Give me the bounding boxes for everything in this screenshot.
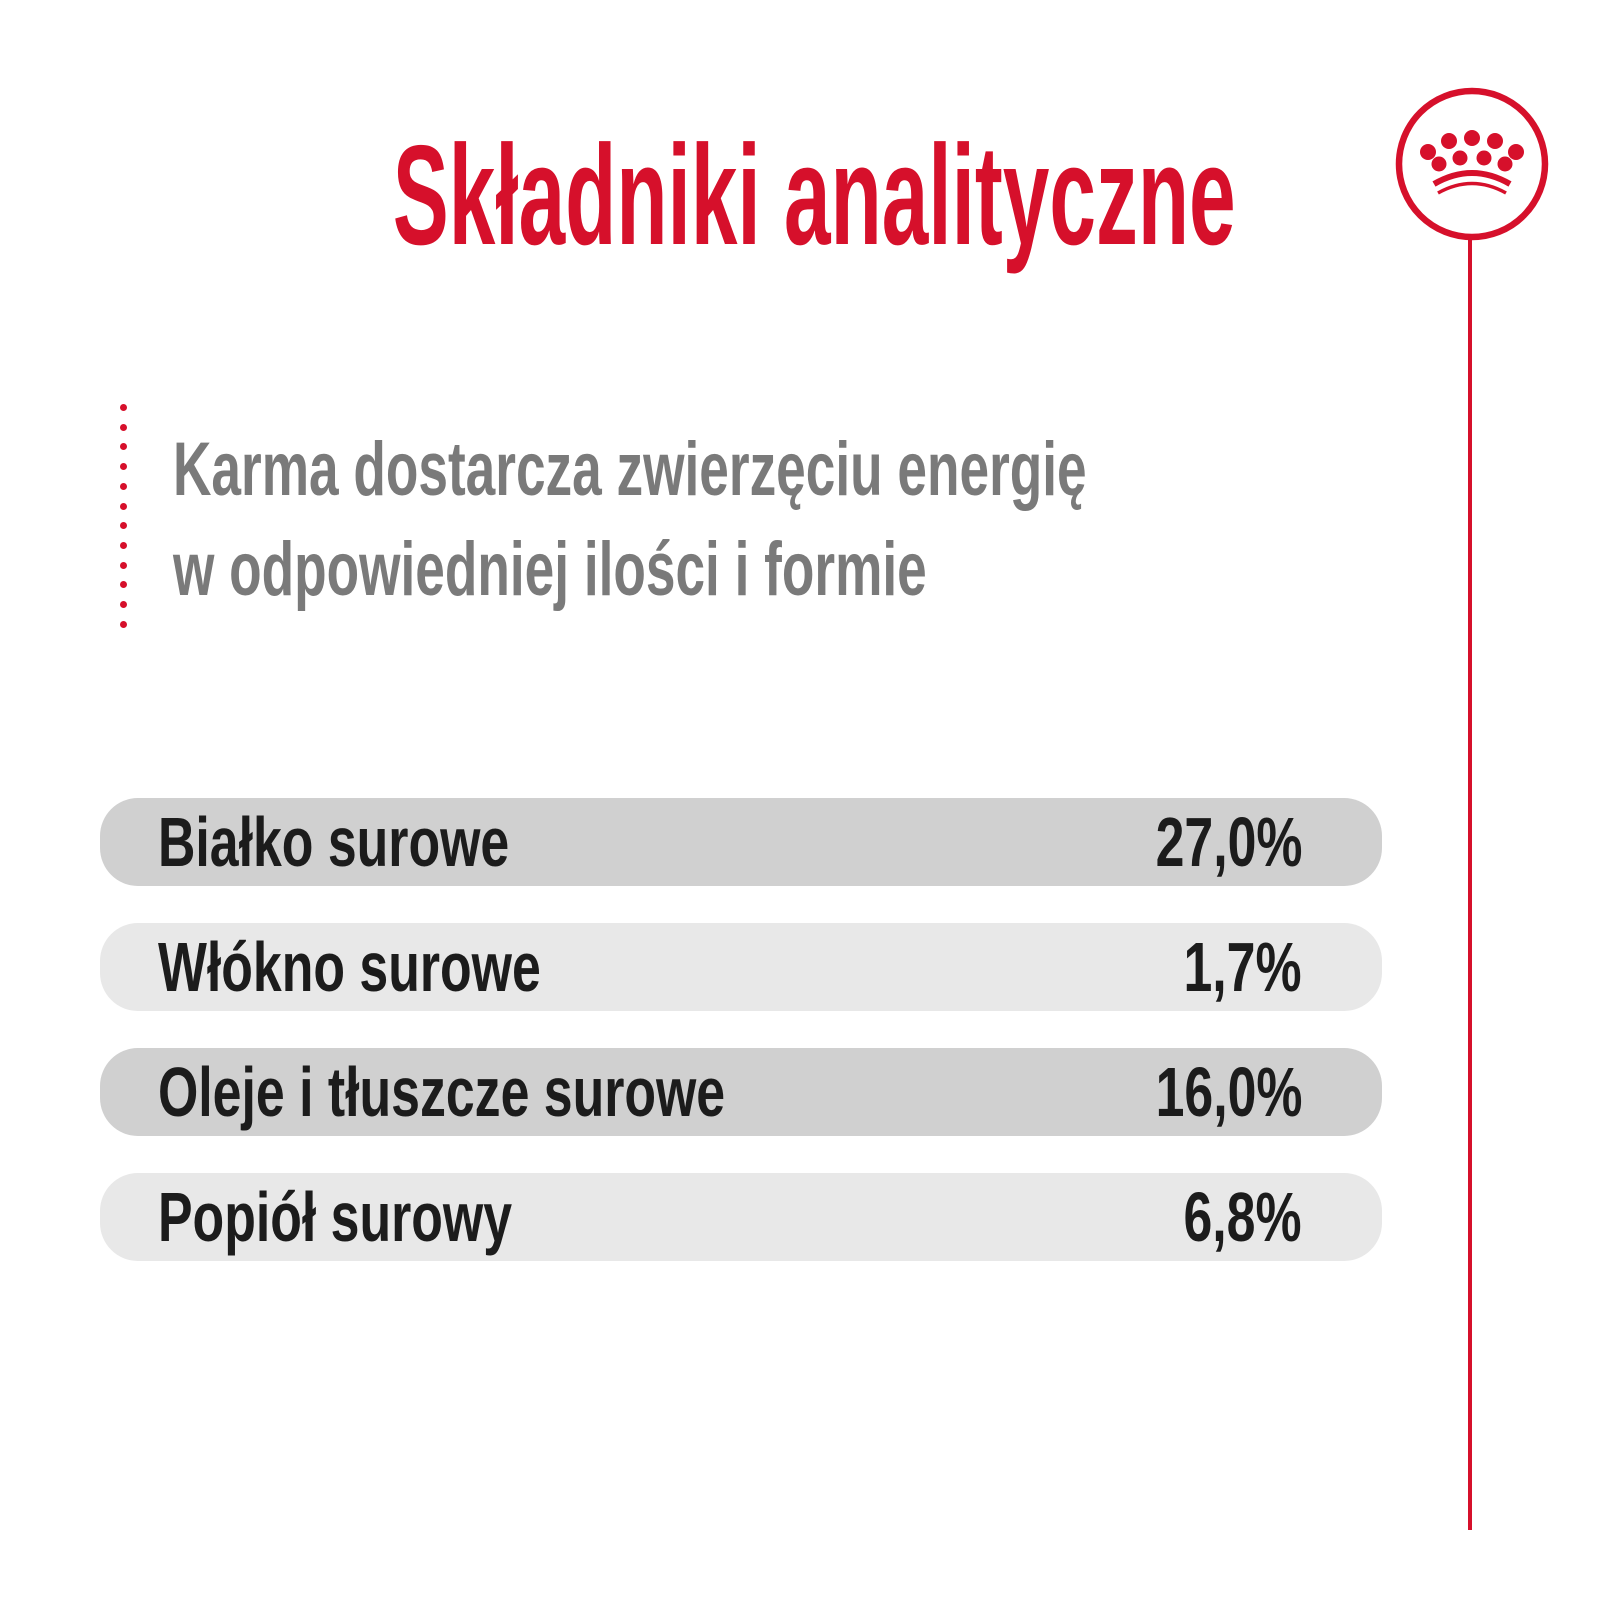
dot <box>119 423 127 431</box>
dot <box>119 482 127 490</box>
dot <box>119 404 127 411</box>
nutrient-value: 1,7% <box>1183 928 1302 1006</box>
dot <box>119 443 127 451</box>
dot <box>119 601 127 609</box>
dot <box>119 561 127 569</box>
intro-text: Karma dostarcza zwierzęciu energię w odp… <box>173 420 1478 620</box>
dot <box>119 463 127 471</box>
nutrient-label: Białko surowe <box>158 803 510 881</box>
nutrient-row: Popiół surowy 6,8% <box>100 1173 1382 1261</box>
dot <box>119 542 127 550</box>
nutrient-label: Popiół surowy <box>158 1178 513 1256</box>
intro-line-2: w odpowiedniej ilości i formie <box>173 527 927 612</box>
royal-canin-crown-icon <box>1395 87 1549 241</box>
dotted-accent-line <box>119 404 127 628</box>
nutrient-value: 27,0% <box>1155 803 1302 881</box>
vertical-accent-line <box>1468 237 1472 1530</box>
nutrient-label: Włókno surowe <box>158 928 541 1006</box>
dot <box>119 581 127 589</box>
intro-line-1: Karma dostarcza zwierzęciu energię <box>173 427 1087 512</box>
dot <box>119 620 127 628</box>
analytical-constituents-table: Białko surowe 27,0% Włókno surowe 1,7% O… <box>100 798 1382 1298</box>
page-title-text: Składniki analityczne <box>392 116 1236 275</box>
nutrient-row: Białko surowe 27,0% <box>100 798 1382 886</box>
dot <box>119 502 127 510</box>
nutrient-value: 16,0% <box>1155 1053 1302 1131</box>
dot <box>119 522 127 530</box>
nutrient-value: 6,8% <box>1183 1178 1302 1256</box>
nutrient-row: Oleje i tłuszcze surowe 16,0% <box>100 1048 1382 1136</box>
nutrient-label: Oleje i tłuszcze surowe <box>158 1053 726 1131</box>
nutrient-row: Włókno surowe 1,7% <box>100 923 1382 1011</box>
page-title: Składniki analityczne <box>100 114 1382 277</box>
